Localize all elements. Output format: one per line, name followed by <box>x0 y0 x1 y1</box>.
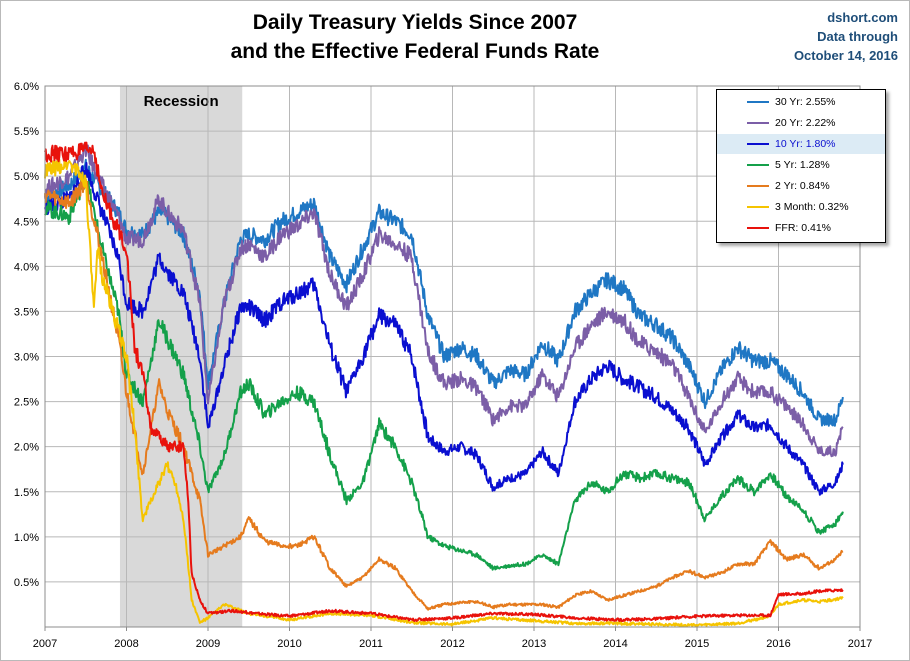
legend-label: 10 Yr: 1.80% <box>775 138 836 150</box>
source-data-through: Data through <box>817 29 898 44</box>
y-tick-label: 6.0% <box>14 81 39 93</box>
x-tick-label: 2012 <box>440 638 464 650</box>
x-tick-label: 2017 <box>848 638 872 650</box>
series-line-4 <box>44 178 844 611</box>
legend-label: 5 Yr: 1.28% <box>775 159 830 171</box>
legend-item-5: 3 Month: 0.32% <box>717 197 885 217</box>
series-line-5 <box>44 157 844 628</box>
x-tick-label: 2008 <box>114 638 138 650</box>
recession-label: Recession <box>144 93 219 110</box>
legend-item-1: 20 Yr: 2.22% <box>717 113 885 133</box>
y-tick-label: 5.5% <box>14 126 39 138</box>
y-tick-label: 3.5% <box>14 306 39 318</box>
legend-swatch <box>747 122 769 124</box>
y-tick-label: 3.0% <box>14 352 39 364</box>
title-line-1: Daily Treasury Yields Since 2007 <box>252 11 578 34</box>
legend-label: FFR: 0.41% <box>775 222 832 234</box>
series-line-3 <box>44 177 844 571</box>
x-tick-label: 2015 <box>685 638 709 650</box>
x-tick-label: 2016 <box>766 638 790 650</box>
y-tick-label: 5.0% <box>14 171 39 183</box>
legend-swatch <box>747 164 769 166</box>
axis-group: 0.5% 1.0% 1.5% 2.0% 2.5% 3.0% 3.5% 4.0% 4.5% 5.0%… <box>14 81 872 650</box>
legend-swatch <box>747 227 769 229</box>
legend-item-4: 2 Yr: 0.84% <box>717 176 885 196</box>
y-tick-label: 2.0% <box>14 442 39 454</box>
x-tick-label: 2009 <box>196 638 220 650</box>
x-tick-label: 2010 <box>277 638 301 650</box>
x-tick-label: 2007 <box>33 638 57 650</box>
x-tick-label: 2013 <box>522 638 546 650</box>
x-tick-label: 2011 <box>359 638 383 650</box>
legend-item-3: 5 Yr: 1.28% <box>717 155 885 175</box>
legend-item-0: 30 Yr: 2.55% <box>717 92 885 112</box>
y-tick-label: 2.5% <box>14 397 39 409</box>
legend: 30 Yr: 2.55% 20 Yr: 2.22% 10 Yr: 1.80% 5 Yr… <box>716 89 886 243</box>
legend-swatch <box>747 143 769 145</box>
legend-swatch <box>747 101 769 103</box>
legend-label: 20 Yr: 2.22% <box>775 117 836 129</box>
series-line-6 <box>44 141 844 622</box>
chart-title: Daily Treasury Yields Since 2007 and the… <box>200 8 630 66</box>
y-tick-label: 0.5% <box>14 577 39 589</box>
legend-item-6: FFR: 0.41% <box>717 218 885 238</box>
legend-label: 30 Yr: 2.55% <box>775 96 836 108</box>
legend-label: 2 Yr: 0.84% <box>775 180 830 192</box>
source-site: dshort.com <box>827 10 898 25</box>
source-note: dshort.com Data through October 14, 2016 <box>794 8 898 65</box>
series-line-2 <box>44 161 844 496</box>
x-tick-label: 2014 <box>603 638 627 650</box>
series-group <box>44 141 844 628</box>
source-date: October 14, 2016 <box>793 48 898 63</box>
y-tick-label: 1.5% <box>14 487 39 499</box>
y-tick-label: 1.0% <box>14 532 39 544</box>
legend-swatch <box>747 206 769 208</box>
series-line-1 <box>44 143 844 458</box>
legend-label: 3 Month: 0.32% <box>775 201 849 213</box>
legend-item-2: 10 Yr: 1.80% <box>717 134 885 154</box>
legend-swatch <box>747 185 769 187</box>
title-line-2: and the Effective Federal Funds Rate <box>230 40 600 63</box>
y-tick-label: 4.5% <box>14 216 39 228</box>
y-tick-label: 4.0% <box>14 261 39 273</box>
